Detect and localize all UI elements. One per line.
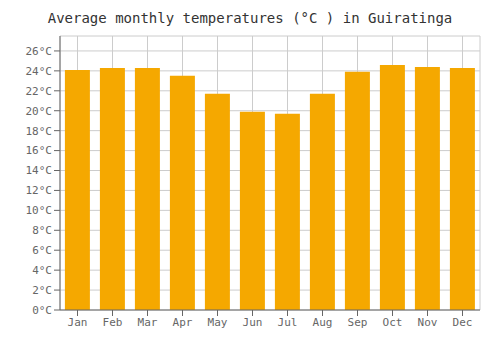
svg-text:26°C: 26°C bbox=[26, 45, 53, 58]
svg-text:Oct: Oct bbox=[383, 316, 403, 329]
svg-text:24°C: 24°C bbox=[26, 65, 53, 78]
svg-text:Mar: Mar bbox=[138, 316, 158, 329]
svg-text:Jun: Jun bbox=[243, 316, 263, 329]
svg-text:Jan: Jan bbox=[68, 316, 88, 329]
svg-text:May: May bbox=[208, 316, 228, 329]
svg-text:Feb: Feb bbox=[103, 316, 123, 329]
svg-text:Aug: Aug bbox=[313, 316, 333, 329]
svg-text:2°C: 2°C bbox=[32, 284, 52, 297]
svg-text:Sep: Sep bbox=[348, 316, 368, 329]
svg-text:18°C: 18°C bbox=[26, 125, 53, 138]
svg-text:6°C: 6°C bbox=[32, 244, 52, 257]
svg-text:10°C: 10°C bbox=[26, 204, 53, 217]
svg-text:Dec: Dec bbox=[453, 316, 473, 329]
svg-text:8°C: 8°C bbox=[32, 224, 52, 237]
svg-text:14°C: 14°C bbox=[26, 164, 53, 177]
svg-text:4°C: 4°C bbox=[32, 264, 52, 277]
svg-text:16°C: 16°C bbox=[26, 144, 53, 157]
svg-text:20°C: 20°C bbox=[26, 105, 53, 118]
svg-text:Jul: Jul bbox=[278, 316, 298, 329]
svg-text:0°C: 0°C bbox=[32, 304, 52, 317]
svg-text:22°C: 22°C bbox=[26, 85, 53, 98]
html-text:Average monthly temperatures (: Average monthly temperatures (°C ) in Gu… bbox=[47, 10, 453, 26]
svg-text:12°C: 12°C bbox=[26, 184, 53, 197]
svg-text:Nov: Nov bbox=[418, 316, 438, 329]
svg-text:Apr: Apr bbox=[173, 316, 193, 329]
